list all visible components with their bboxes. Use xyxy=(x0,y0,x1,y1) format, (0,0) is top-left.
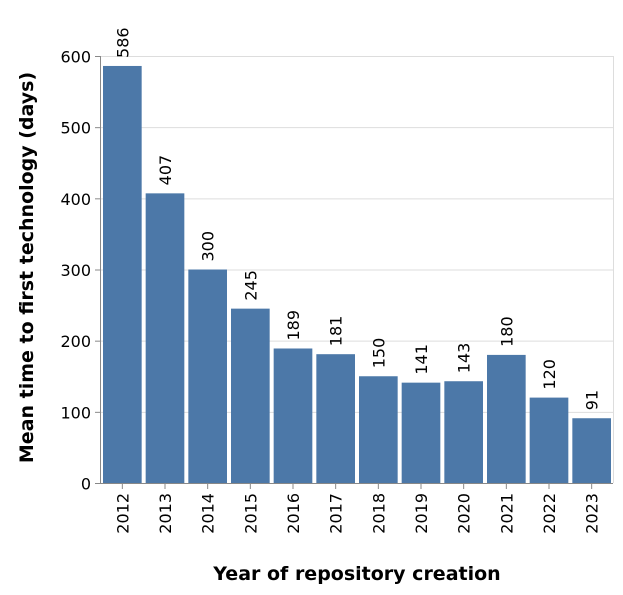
x-tick-label-2021: 2021 xyxy=(497,493,516,534)
data-label-2018: 150 xyxy=(369,338,388,369)
bar-2017 xyxy=(316,354,355,483)
y-tick-label-200: 200 xyxy=(60,332,91,351)
y-tick-label-0: 0 xyxy=(81,475,91,494)
data-labels: 586 407 300 245 189 181 150 141 143 180 120 91 xyxy=(113,27,601,410)
data-label-2017: 181 xyxy=(327,316,346,347)
data-label-2015: 245 xyxy=(241,270,260,301)
y-tick-label-100: 100 xyxy=(60,403,91,422)
bar-2020 xyxy=(444,381,483,483)
y-tick-label-600: 600 xyxy=(60,48,91,67)
x-axis-title: Year of repository creation xyxy=(212,563,500,585)
bar-2018 xyxy=(359,376,398,483)
y-axis-title: Mean time to first technology (days) xyxy=(16,72,38,463)
data-label-2013: 407 xyxy=(156,155,175,186)
x-tick-label-2022: 2022 xyxy=(540,493,559,534)
bar-2014 xyxy=(188,269,227,483)
x-tick-label-2018: 2018 xyxy=(369,493,388,534)
x-axis: 2012 2013 2014 2015 2016 2017 2018 2019 2020 2021… xyxy=(101,483,613,534)
bar-2016 xyxy=(273,348,313,483)
gridlines xyxy=(101,56,614,484)
bar-2015 xyxy=(231,308,270,483)
bars xyxy=(103,65,611,484)
bar-2022 xyxy=(529,397,569,483)
x-tick-label-2019: 2019 xyxy=(412,493,431,534)
x-tick-label-2023: 2023 xyxy=(583,493,602,534)
data-label-2020: 143 xyxy=(455,343,474,374)
data-label-2023: 91 xyxy=(583,390,602,410)
data-label-2019: 141 xyxy=(412,344,431,375)
bar-2019 xyxy=(401,382,441,483)
data-label-2022: 120 xyxy=(540,359,559,390)
data-label-2012: 586 xyxy=(113,27,132,58)
data-label-2021: 180 xyxy=(497,316,516,347)
x-tick-label-2020: 2020 xyxy=(455,493,474,534)
y-axis: 0 100 200 300 400 500 600 xyxy=(60,48,101,494)
x-tick-label-2016: 2016 xyxy=(284,493,303,534)
x-tick-label-2012: 2012 xyxy=(113,493,132,534)
x-tick-label-2017: 2017 xyxy=(327,493,346,534)
bar-2023 xyxy=(572,418,611,483)
y-tick-label-400: 400 xyxy=(60,190,91,209)
x-tick-label-2014: 2014 xyxy=(199,493,218,534)
data-label-2014: 300 xyxy=(199,231,218,262)
x-tick-label-2015: 2015 xyxy=(241,493,260,534)
y-tick-label-500: 500 xyxy=(60,119,91,138)
bar-2021 xyxy=(487,354,526,483)
bar-2012 xyxy=(103,65,142,484)
x-tick-label-2013: 2013 xyxy=(156,493,175,534)
y-tick-label-300: 300 xyxy=(60,261,91,280)
data-label-2016: 189 xyxy=(284,310,303,341)
bar-2013 xyxy=(145,193,185,483)
